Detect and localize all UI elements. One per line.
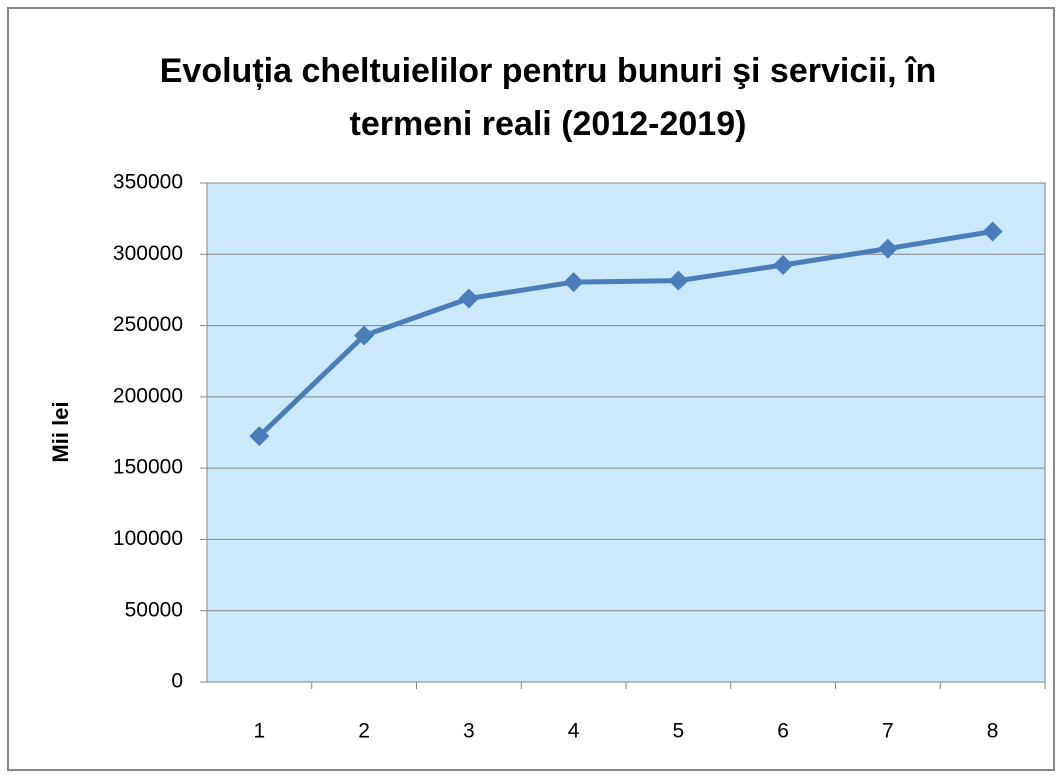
y-tick-label: 50000 bbox=[125, 598, 183, 621]
x-tick-label: 5 bbox=[673, 720, 685, 743]
chart-title: termeni reali (2012-2019) bbox=[350, 105, 747, 143]
y-axis-label: Mii lei bbox=[48, 401, 73, 462]
x-tick-label: 6 bbox=[777, 720, 789, 743]
x-tick-label: 1 bbox=[254, 720, 266, 743]
chart-title: Evoluția cheltuielilor pentru bunuri şi … bbox=[160, 52, 937, 90]
data-point bbox=[563, 272, 584, 293]
x-tick-label: 3 bbox=[463, 720, 475, 743]
data-point bbox=[249, 426, 270, 447]
data-point bbox=[982, 221, 1003, 242]
x-tick-label: 8 bbox=[987, 720, 999, 743]
y-tick-label: 150000 bbox=[113, 456, 183, 479]
y-tick-label: 300000 bbox=[113, 242, 183, 265]
data-point bbox=[458, 288, 479, 309]
y-tick-label: 0 bbox=[171, 670, 183, 693]
data-point bbox=[668, 270, 689, 291]
x-tick-label: 7 bbox=[882, 720, 894, 743]
x-tick-label: 4 bbox=[568, 720, 580, 743]
y-tick-label: 200000 bbox=[113, 384, 183, 407]
data-point bbox=[773, 254, 794, 275]
data-point bbox=[877, 238, 898, 259]
y-tick-label: 350000 bbox=[113, 171, 183, 194]
series-line bbox=[257, 229, 994, 438]
x-tick-label: 2 bbox=[358, 720, 370, 743]
data-point bbox=[354, 325, 375, 346]
y-tick-label: 250000 bbox=[113, 313, 183, 336]
plot-area bbox=[206, 182, 1046, 683]
y-tick-label: 100000 bbox=[113, 527, 183, 550]
